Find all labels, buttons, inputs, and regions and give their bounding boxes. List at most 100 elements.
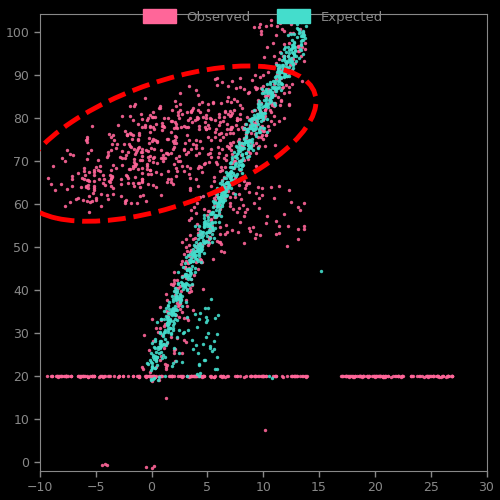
Point	[130, 162, 138, 170]
Point	[228, 76, 235, 84]
Point	[167, 280, 175, 287]
Point	[244, 89, 252, 97]
Point	[114, 140, 122, 148]
Point	[220, 187, 228, 195]
Point	[193, 255, 201, 263]
Point	[203, 219, 211, 227]
Point	[168, 117, 175, 125]
Point	[196, 233, 204, 241]
Point	[191, 242, 199, 250]
Point	[172, 284, 179, 292]
Point	[162, 394, 170, 402]
Point	[129, 162, 137, 170]
Point	[263, 212, 271, 220]
Point	[222, 178, 230, 186]
Point	[181, 282, 189, 290]
Point	[229, 178, 237, 186]
Point	[342, 372, 350, 380]
Point	[242, 154, 250, 162]
Point	[262, 372, 270, 380]
Point	[246, 124, 254, 132]
Point	[213, 190, 221, 198]
Point	[50, 186, 58, 194]
Point	[121, 154, 129, 162]
Point	[205, 228, 213, 236]
Point	[259, 124, 267, 132]
Point	[234, 146, 242, 154]
Point	[275, 78, 283, 86]
Point	[136, 131, 143, 139]
Point	[222, 185, 230, 193]
Point	[121, 198, 129, 206]
Point	[300, 30, 308, 38]
Point	[186, 281, 194, 289]
Point	[232, 84, 240, 92]
Point	[134, 372, 142, 380]
Point	[217, 212, 225, 220]
Point	[256, 231, 264, 239]
Point	[166, 315, 174, 323]
Point	[382, 372, 390, 380]
Point	[230, 156, 237, 164]
Point	[168, 306, 176, 314]
Point	[180, 314, 188, 322]
Point	[206, 224, 214, 232]
Point	[153, 318, 161, 326]
Point	[283, 64, 291, 72]
Point	[241, 120, 249, 128]
Point	[250, 121, 258, 129]
Point	[180, 250, 188, 258]
Point	[216, 224, 224, 232]
Point	[380, 372, 388, 380]
Point	[184, 326, 192, 334]
Point	[272, 85, 280, 93]
Point	[384, 372, 392, 380]
Point	[348, 372, 356, 380]
Point	[274, 116, 282, 124]
Point	[252, 190, 260, 198]
Point	[280, 65, 287, 73]
Point	[216, 204, 224, 212]
Point	[152, 357, 160, 365]
Point	[248, 120, 256, 128]
Point	[416, 372, 424, 380]
Point	[230, 174, 238, 182]
Point	[254, 102, 262, 110]
Point	[217, 100, 225, 108]
Point	[289, 29, 297, 37]
Point	[244, 125, 252, 133]
Point	[55, 372, 63, 380]
Point	[212, 124, 220, 132]
Point	[234, 170, 241, 178]
Point	[435, 372, 443, 380]
Point	[292, 20, 300, 28]
Point	[178, 110, 186, 118]
Point	[188, 234, 196, 242]
Point	[266, 94, 274, 102]
Point	[182, 298, 190, 306]
Point	[213, 200, 221, 208]
Point	[196, 137, 204, 145]
Point	[355, 372, 363, 380]
Point	[186, 174, 194, 182]
Point	[175, 301, 183, 309]
Point	[226, 170, 234, 178]
Point	[123, 130, 131, 138]
Point	[240, 201, 248, 209]
Point	[154, 138, 162, 146]
Point	[125, 140, 133, 148]
Point	[232, 190, 239, 198]
Point	[182, 262, 190, 270]
Point	[232, 121, 240, 129]
Point	[198, 246, 205, 254]
Point	[226, 194, 234, 202]
Point	[103, 460, 111, 468]
Point	[204, 329, 212, 337]
Point	[270, 80, 278, 88]
Point	[126, 130, 134, 138]
Point	[57, 372, 65, 380]
Point	[267, 108, 275, 116]
Point	[138, 148, 146, 156]
Point	[60, 156, 68, 164]
Point	[274, 70, 281, 78]
